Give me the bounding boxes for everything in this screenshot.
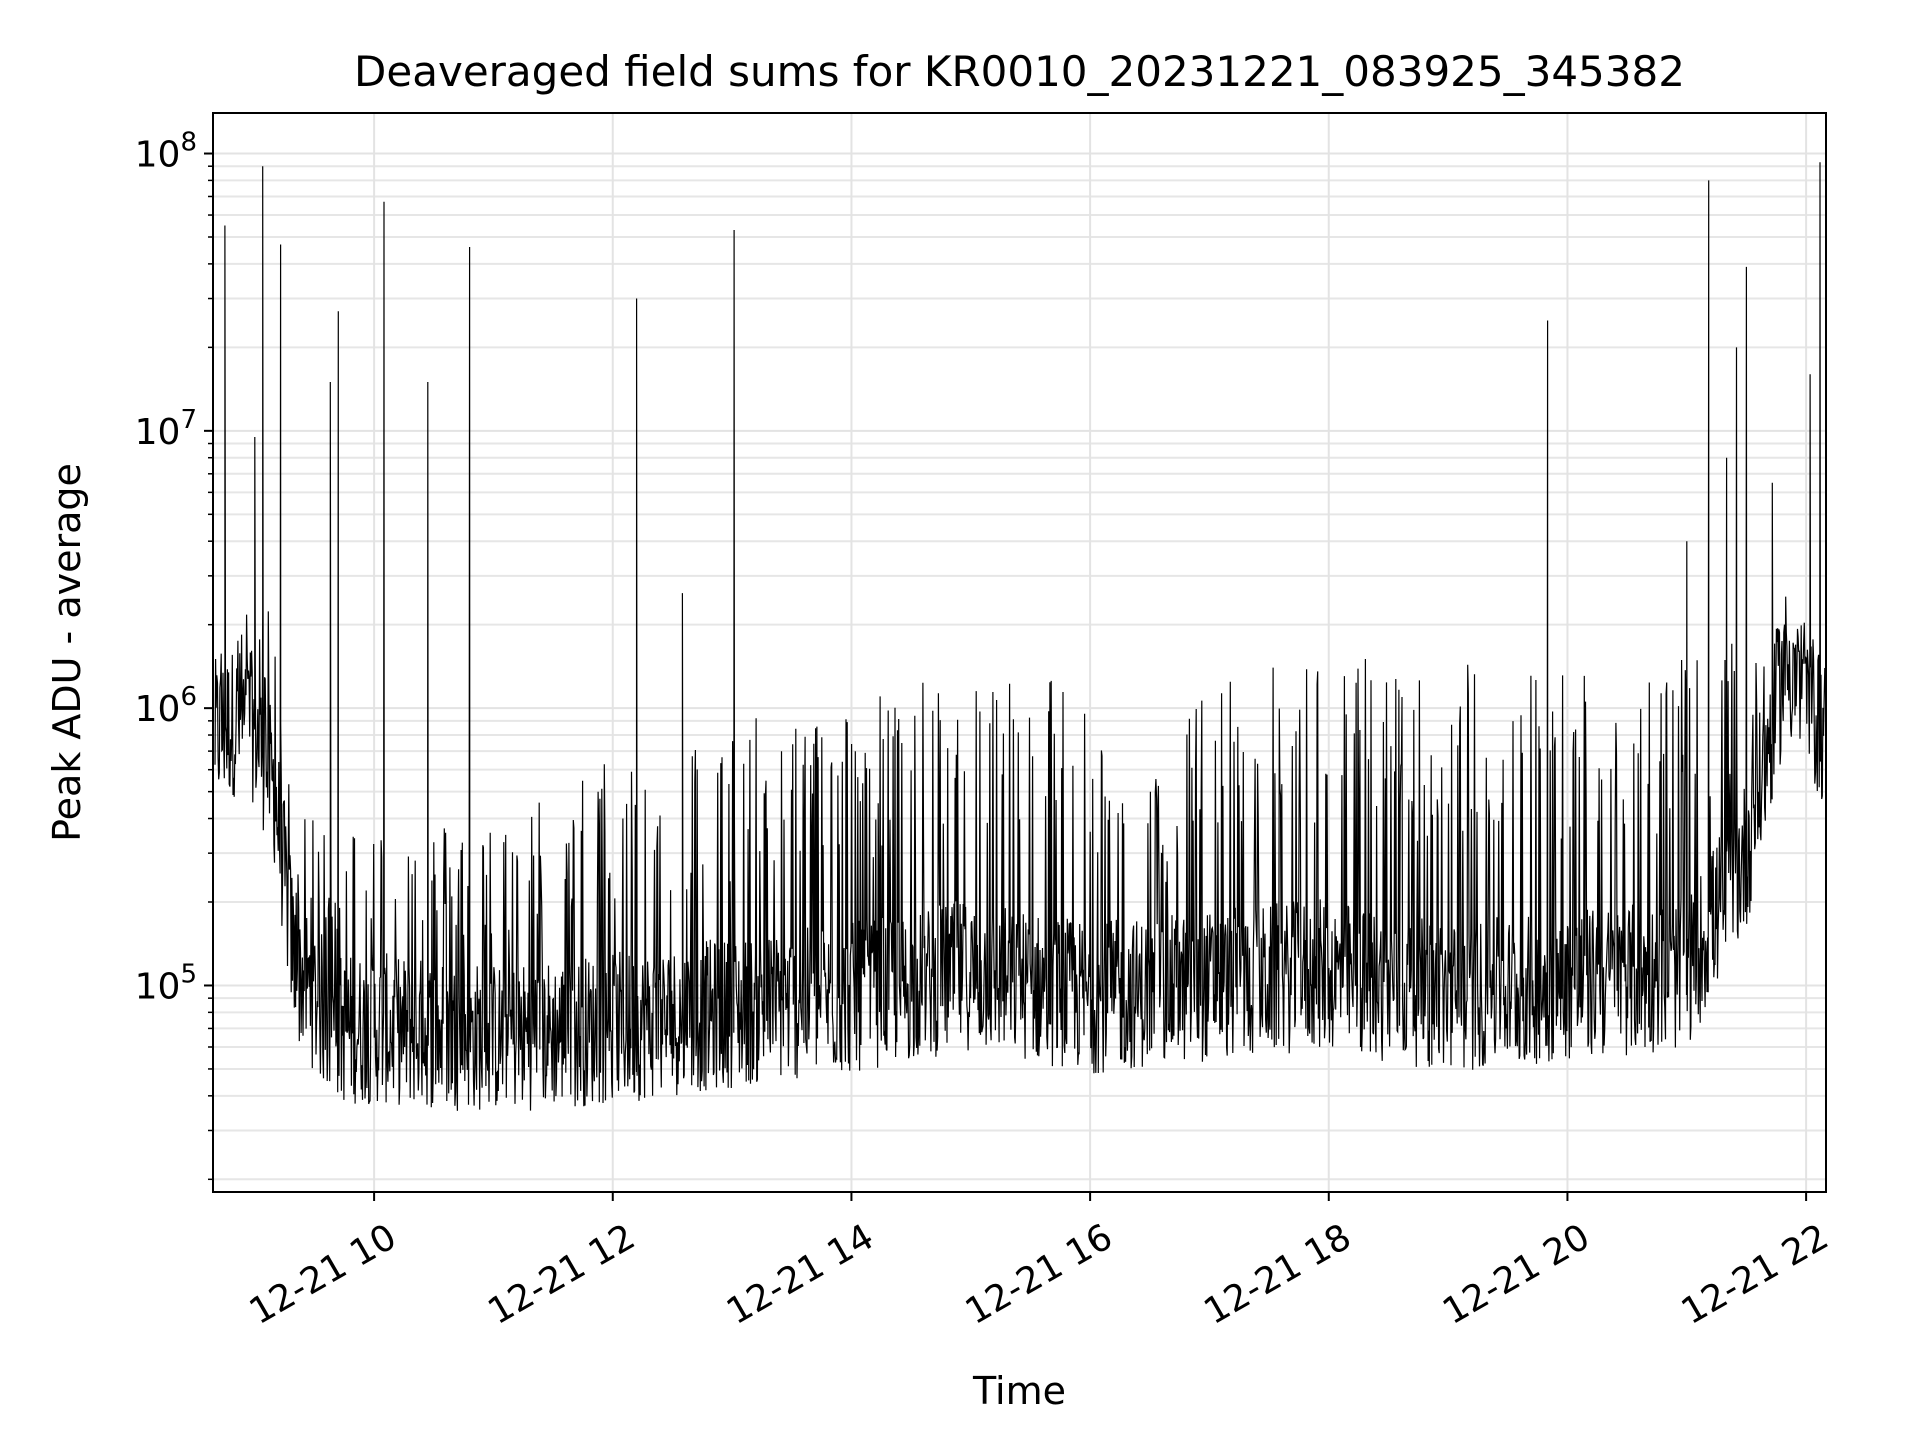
y-axis-label: Peak ADU - average <box>45 463 89 842</box>
y-tick-label: 107 <box>135 405 197 453</box>
data-series <box>214 162 1826 1111</box>
chart-title: Deaveraged field sums for KR0010_2023122… <box>354 47 1685 96</box>
y-tick-label: 105 <box>135 959 197 1007</box>
y-tick-label: 108 <box>135 128 197 176</box>
y-axis-ticks: 105 106 107 108 <box>135 128 213 1181</box>
plot-frame <box>212 112 1827 1193</box>
x-axis-label: Time <box>972 1369 1066 1413</box>
y-tick-label: 106 <box>135 682 197 730</box>
series-line <box>214 162 1826 1111</box>
